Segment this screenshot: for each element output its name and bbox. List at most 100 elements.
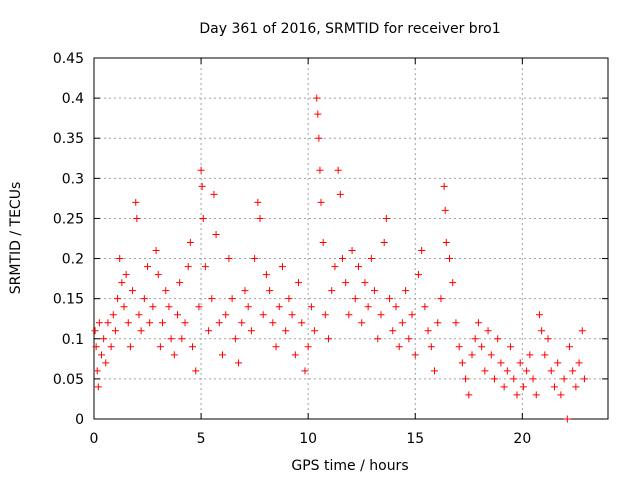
data-point: [513, 391, 521, 399]
data-point: [541, 351, 549, 359]
data-point: [238, 319, 246, 327]
data-point: [414, 271, 422, 279]
data-point: [199, 214, 207, 222]
data-point: [364, 303, 372, 311]
data-point: [418, 247, 426, 255]
data-point: [497, 359, 505, 367]
y-tick-label: 0.05: [53, 372, 84, 388]
data-point: [529, 375, 537, 383]
data-point: [510, 375, 518, 383]
data-point: [124, 319, 132, 327]
data-point: [446, 255, 454, 263]
data-point: [198, 182, 206, 190]
y-tick-label: 0.15: [53, 292, 84, 308]
data-point: [532, 391, 540, 399]
data-point: [342, 279, 350, 287]
data-point: [152, 247, 160, 255]
data-point: [560, 375, 568, 383]
data-point: [313, 94, 321, 102]
data-point: [215, 319, 223, 327]
data-point: [275, 303, 283, 311]
data-point: [431, 367, 439, 375]
y-tick-label: 0.45: [53, 51, 84, 67]
data-point: [500, 383, 508, 391]
data-point: [92, 343, 100, 351]
data-point: [162, 287, 170, 295]
data-point: [468, 351, 476, 359]
data-point: [225, 255, 233, 263]
data-point: [129, 287, 137, 295]
data-point: [295, 279, 303, 287]
data-point: [251, 255, 259, 263]
data-point: [321, 311, 329, 319]
data-point: [481, 367, 489, 375]
data-point: [192, 367, 200, 375]
data-point: [455, 343, 463, 351]
data-point: [107, 343, 115, 351]
data-point: [266, 287, 274, 295]
data-point: [259, 311, 267, 319]
data-point: [442, 239, 450, 247]
data-point: [144, 263, 152, 271]
data-point: [427, 343, 435, 351]
data-point: [118, 279, 126, 287]
data-point: [538, 327, 546, 335]
data-point: [338, 255, 346, 263]
data-point: [301, 367, 309, 375]
data-point: [437, 295, 445, 303]
data-point: [325, 335, 333, 343]
data-point: [519, 383, 527, 391]
data-point: [557, 391, 565, 399]
data-point: [471, 335, 479, 343]
data-point: [288, 311, 296, 319]
data-point: [452, 319, 460, 327]
data-point: [231, 335, 239, 343]
data-point: [405, 335, 413, 343]
data-point: [311, 327, 319, 335]
data-point: [507, 343, 515, 351]
data-point: [291, 351, 299, 359]
data-point: [474, 319, 482, 327]
data-point: [314, 110, 322, 118]
data-point: [398, 319, 406, 327]
data-point: [307, 303, 315, 311]
data-point: [408, 311, 416, 319]
x-tick-label: 15: [406, 431, 424, 447]
data-point: [201, 263, 209, 271]
data-point: [331, 263, 339, 271]
grid-lines: [94, 58, 608, 419]
data-point: [176, 279, 184, 287]
data-point: [441, 206, 449, 214]
data-point: [146, 319, 154, 327]
data-point: [272, 343, 280, 351]
data-point: [319, 239, 327, 247]
data-point: [516, 359, 524, 367]
data-point: [317, 198, 325, 206]
data-point: [382, 214, 390, 222]
data-point: [165, 303, 173, 311]
data-point: [526, 351, 534, 359]
chart-title: Day 361 of 2016, SRMTID for receiver bro…: [199, 21, 500, 37]
data-point: [111, 327, 119, 335]
data-point: [386, 295, 394, 303]
data-point: [523, 367, 531, 375]
data-point: [219, 351, 226, 359]
data-point: [247, 327, 255, 335]
data-point: [547, 367, 555, 375]
data-point: [462, 375, 470, 383]
data-point: [184, 263, 192, 271]
data-point: [494, 335, 502, 343]
data-point: [178, 335, 186, 343]
data-point: [395, 343, 403, 351]
data-point: [120, 303, 128, 311]
data-point: [345, 311, 353, 319]
y-tick-label: 0: [75, 412, 84, 428]
y-tick-label: 0.35: [53, 131, 84, 147]
data-point: [262, 271, 270, 279]
data-point: [458, 359, 466, 367]
data-point: [348, 247, 356, 255]
data-point: [351, 295, 359, 303]
data-point: [269, 319, 277, 327]
data-point: [256, 214, 264, 222]
